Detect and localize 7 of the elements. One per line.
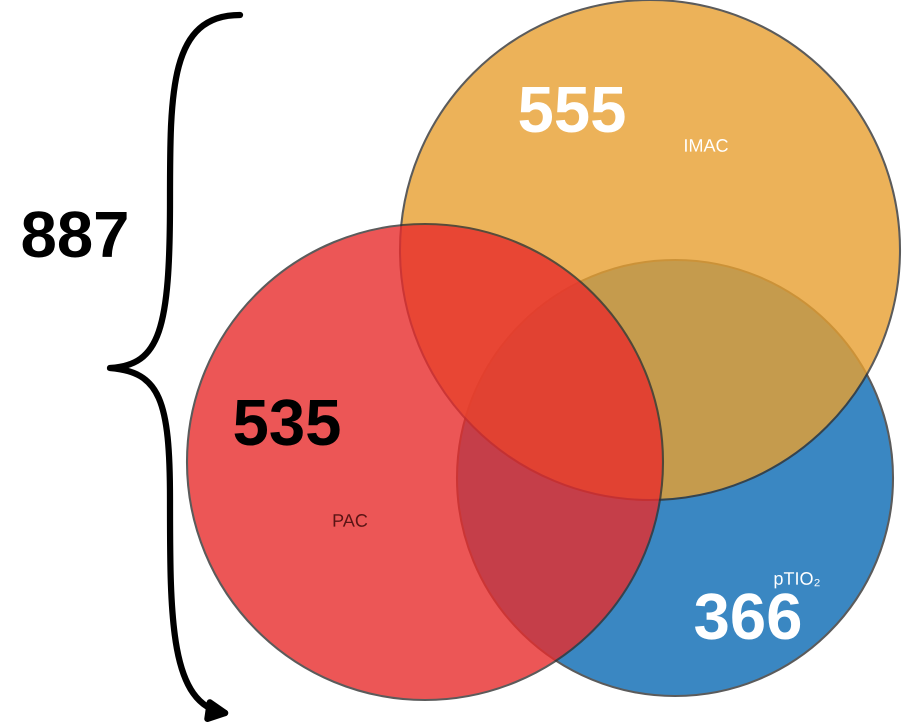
data-label: 555 <box>520 86 625 133</box>
category-label: IMAC <box>685 139 728 152</box>
category-label: PAC <box>334 514 368 527</box>
data-label: 535 <box>234 399 340 446</box>
data-label: 366 <box>695 593 800 640</box>
text: 887 <box>22 211 127 258</box>
category-label: pTIO₂ <box>774 572 820 588</box>
